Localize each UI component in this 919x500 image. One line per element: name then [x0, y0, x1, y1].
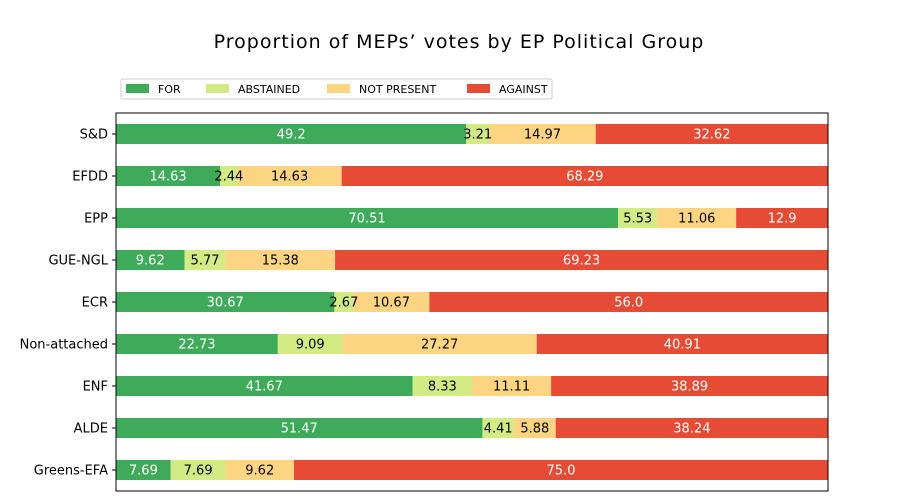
bar-segment	[116, 208, 619, 228]
data-label: 40.91	[664, 338, 701, 353]
bar-segment	[116, 460, 171, 480]
bar-segment	[170, 460, 226, 480]
bar-segment	[116, 376, 413, 396]
bar-segment	[429, 292, 829, 312]
data-label: 75.0	[547, 464, 576, 479]
bar-segment	[342, 334, 537, 354]
legend-label: FOR	[158, 83, 181, 96]
data-label: 9.09	[296, 338, 325, 353]
y-tick-label: GUE-NGL	[48, 254, 108, 269]
bar-segment	[341, 166, 828, 186]
bar-segment	[472, 376, 552, 396]
data-label: 2.67	[329, 296, 358, 311]
legend-swatch	[467, 84, 490, 93]
bar-segment	[116, 292, 335, 312]
bar-segment	[657, 208, 737, 228]
data-label: 38.89	[671, 380, 708, 395]
bar-segment	[513, 418, 556, 438]
bar-segment	[555, 418, 828, 438]
data-label: 32.62	[693, 128, 730, 143]
bar-segment	[116, 166, 221, 186]
data-label: 5.88	[520, 422, 549, 437]
bar-segment	[220, 166, 238, 186]
data-label: 14.63	[271, 170, 308, 185]
y-tick-label: EFDD	[72, 170, 108, 185]
data-label: 22.73	[178, 338, 215, 353]
data-label: 14.63	[149, 170, 186, 185]
legend-swatch	[126, 84, 149, 93]
legend-label: NOT PRESENT	[359, 83, 436, 96]
y-tick-label: ECR	[82, 296, 108, 311]
bar-segment	[482, 418, 514, 438]
data-label: 56.0	[614, 296, 643, 311]
data-label: 2.44	[214, 170, 243, 185]
legend: FOR ABSTAINED NOT PRESENT AGAINST	[120, 78, 553, 100]
data-label: 14.97	[524, 128, 561, 143]
data-label: 41.67	[246, 380, 283, 395]
data-label: 27.27	[421, 338, 458, 353]
legend-swatch	[206, 84, 229, 93]
data-label: 30.67	[207, 296, 244, 311]
bar-segment	[595, 124, 828, 144]
data-label: 7.69	[184, 464, 213, 479]
data-label: 15.38	[262, 254, 299, 269]
y-tick-label: EPP	[84, 212, 108, 227]
y-tick-label: S&D	[80, 128, 108, 143]
plot-area: 49.2 3.21 14.97 32.62 S&D 14.63 2.44 14.63 68.29…	[20, 124, 829, 480]
data-label: 9.62	[136, 254, 165, 269]
bar-segment	[412, 376, 472, 396]
legend-label: AGAINST	[499, 83, 548, 96]
bar-segment	[335, 250, 828, 270]
data-label: 4.41	[484, 422, 513, 437]
data-label: 9.62	[245, 464, 274, 479]
data-label: 11.06	[678, 212, 715, 227]
legend-label: ABSTAINED	[238, 83, 300, 96]
y-tick-label: ENF	[83, 380, 108, 395]
bar-segment	[116, 250, 185, 270]
data-label: 49.2	[277, 128, 306, 143]
bar-segment	[736, 208, 828, 228]
data-label: 7.69	[129, 464, 158, 479]
data-label: 12.9	[768, 212, 797, 227]
bar-segment	[551, 376, 828, 396]
bar-segment	[294, 460, 828, 480]
bar-segment	[277, 334, 343, 354]
y-tick-label: Greens-EFA	[34, 464, 108, 479]
data-label: 5.77	[191, 254, 220, 269]
data-label: 8.33	[428, 380, 457, 395]
y-tick-label: Non-attached	[20, 338, 108, 353]
bar-segment	[489, 124, 596, 144]
data-label: 10.67	[373, 296, 410, 311]
bar-segment	[618, 208, 658, 228]
bar-segment	[184, 250, 226, 270]
data-label: 11.11	[493, 380, 530, 395]
bar-segment	[353, 292, 430, 312]
plot-frame	[115, 112, 829, 492]
bar-segment	[225, 250, 336, 270]
data-label: 69.23	[563, 254, 600, 269]
chart-title: Proportion of MEPs’ votes by EP Politica…	[214, 31, 705, 53]
bar-segment	[334, 292, 354, 312]
bar-segment	[237, 166, 342, 186]
data-label: 68.29	[566, 170, 603, 185]
legend-swatch	[327, 84, 350, 93]
bar-segment	[116, 334, 278, 354]
bar-segment	[536, 334, 828, 354]
y-tick-label: ALDE	[74, 422, 108, 437]
bar-segment	[466, 124, 490, 144]
bar-segment	[116, 418, 483, 438]
data-label: 5.53	[623, 212, 652, 227]
data-label: 3.21	[463, 128, 492, 143]
data-label: 38.24	[673, 422, 710, 437]
bar-segment	[116, 124, 467, 144]
data-label: 51.47	[281, 422, 318, 437]
data-label: 70.51	[348, 212, 385, 227]
bar-segment	[225, 460, 294, 480]
